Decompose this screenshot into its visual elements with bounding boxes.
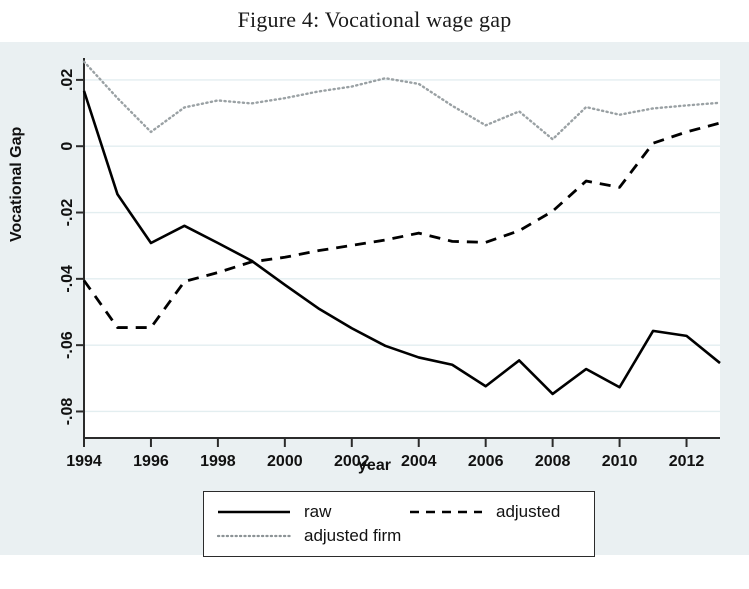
legend-item-adjusted-firm[interactable]: adjusted firm [216, 526, 408, 546]
x-tick-label: 1998 [200, 453, 236, 470]
legend-row: raw adjusted [216, 500, 582, 524]
legend-key-adjusted-line [410, 510, 482, 514]
y-axis: .02 0 -.02 -.04 -.06 -.08 [59, 58, 85, 440]
legend-key-raw-line [218, 510, 290, 514]
plot-panel: .02 0 -.02 -.04 -.06 -.08 1994 1996 1998 2000 200… [0, 42, 749, 557]
figure-title: Figure 4: Vocational wage gap [237, 7, 512, 32]
legend-label-adjusted-firm: adjusted firm [304, 526, 402, 545]
series-line-raw [82, 90, 721, 396]
y-tick-label: .02 [59, 69, 76, 91]
y-tick-label: -.04 [59, 265, 76, 293]
y-tick-label: -.08 [59, 398, 76, 426]
plot-area [84, 60, 720, 438]
x-tick-label: 2008 [535, 453, 571, 470]
x-axis: 1994 1996 1998 2000 2002 2004 2006 2008 2010 2012 [66, 437, 720, 470]
legend-label-adjusted: adjusted [496, 502, 561, 521]
legend-item-adjusted[interactable]: adjusted [408, 502, 580, 522]
series-line-adjusted [82, 121, 721, 329]
legend-row: adjusted firm [216, 524, 582, 548]
data-series-group [82, 60, 722, 396]
y-tick-label: -.02 [59, 199, 76, 227]
legend-item-raw[interactable]: raw [216, 502, 408, 522]
x-tick-label: 1994 [66, 453, 102, 470]
y-axis-title: Vocational Gap [8, 126, 25, 242]
series-line-adjusted-firm [82, 60, 722, 141]
x-tick-label: 1996 [133, 453, 169, 470]
y-tick-label: 0 [59, 142, 76, 151]
legend: raw adjusted adjusted firm [203, 491, 595, 557]
x-tick-label: 2002 [334, 453, 370, 470]
legend-key-adjusted-firm-line [216, 534, 292, 538]
x-tick-label: 2012 [669, 453, 705, 470]
x-tick-label: 2000 [267, 453, 303, 470]
x-tick-label: 2010 [602, 453, 638, 470]
chart-canvas: .02 0 -.02 -.04 -.06 -.08 1994 1996 1998 2000 200… [59, 58, 722, 470]
x-tick-label: 2006 [468, 453, 504, 470]
y-tick-label: -.06 [59, 331, 76, 359]
legend-label-raw: raw [304, 502, 332, 521]
x-axis-title: year [358, 457, 391, 474]
x-tick-label: 2004 [401, 453, 437, 470]
